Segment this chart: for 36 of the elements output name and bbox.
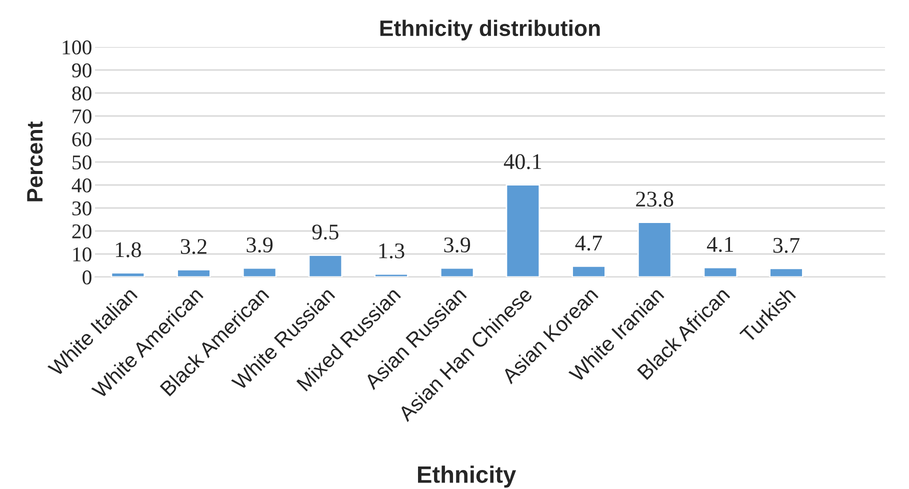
- y-tick-label: 60: [72, 132, 92, 146]
- data-label: 9.5: [312, 224, 338, 240]
- data-label: 1.8: [116, 242, 141, 258]
- data-label: 4.7: [575, 236, 602, 251]
- bar: [769, 268, 804, 277]
- chart-title: Ethnicity distribution: [380, 20, 600, 40]
- y-tick-label: 100: [62, 40, 92, 54]
- data-label: 3.9: [444, 237, 470, 252]
- y-tick-label: 20: [72, 224, 92, 238]
- y-tick-label: 50: [72, 155, 92, 170]
- y-tick-label: 70: [72, 109, 92, 124]
- bar: [110, 272, 146, 277]
- data-label: 4.1: [706, 237, 733, 252]
- y-tick-label: 0: [82, 270, 92, 284]
- bar: [703, 266, 738, 277]
- bar: [176, 268, 211, 277]
- data-label: 23.8: [636, 192, 674, 207]
- data-label: 1.3: [379, 243, 404, 258]
- bar: [374, 273, 408, 277]
- data-label: 3.2: [180, 239, 206, 254]
- bar: [242, 267, 277, 277]
- bar: [506, 184, 540, 277]
- data-label: 3.7: [773, 238, 800, 253]
- y-tick-label: 10: [73, 247, 92, 262]
- y-tick-label: 40: [72, 178, 92, 192]
- data-label: 40.1: [504, 154, 542, 170]
- bar: [572, 265, 606, 277]
- y-tick-label: 90: [72, 63, 92, 78]
- bar: [308, 254, 343, 277]
- bar: [440, 267, 474, 277]
- y-tick-label: 30: [72, 201, 92, 216]
- y-tick-label: 80: [72, 86, 92, 100]
- bar: [637, 222, 672, 277]
- data-label: 3.9: [246, 237, 273, 252]
- y-axis-title: Percent: [27, 122, 43, 202]
- x-axis-title: Ethnicity: [418, 466, 516, 488]
